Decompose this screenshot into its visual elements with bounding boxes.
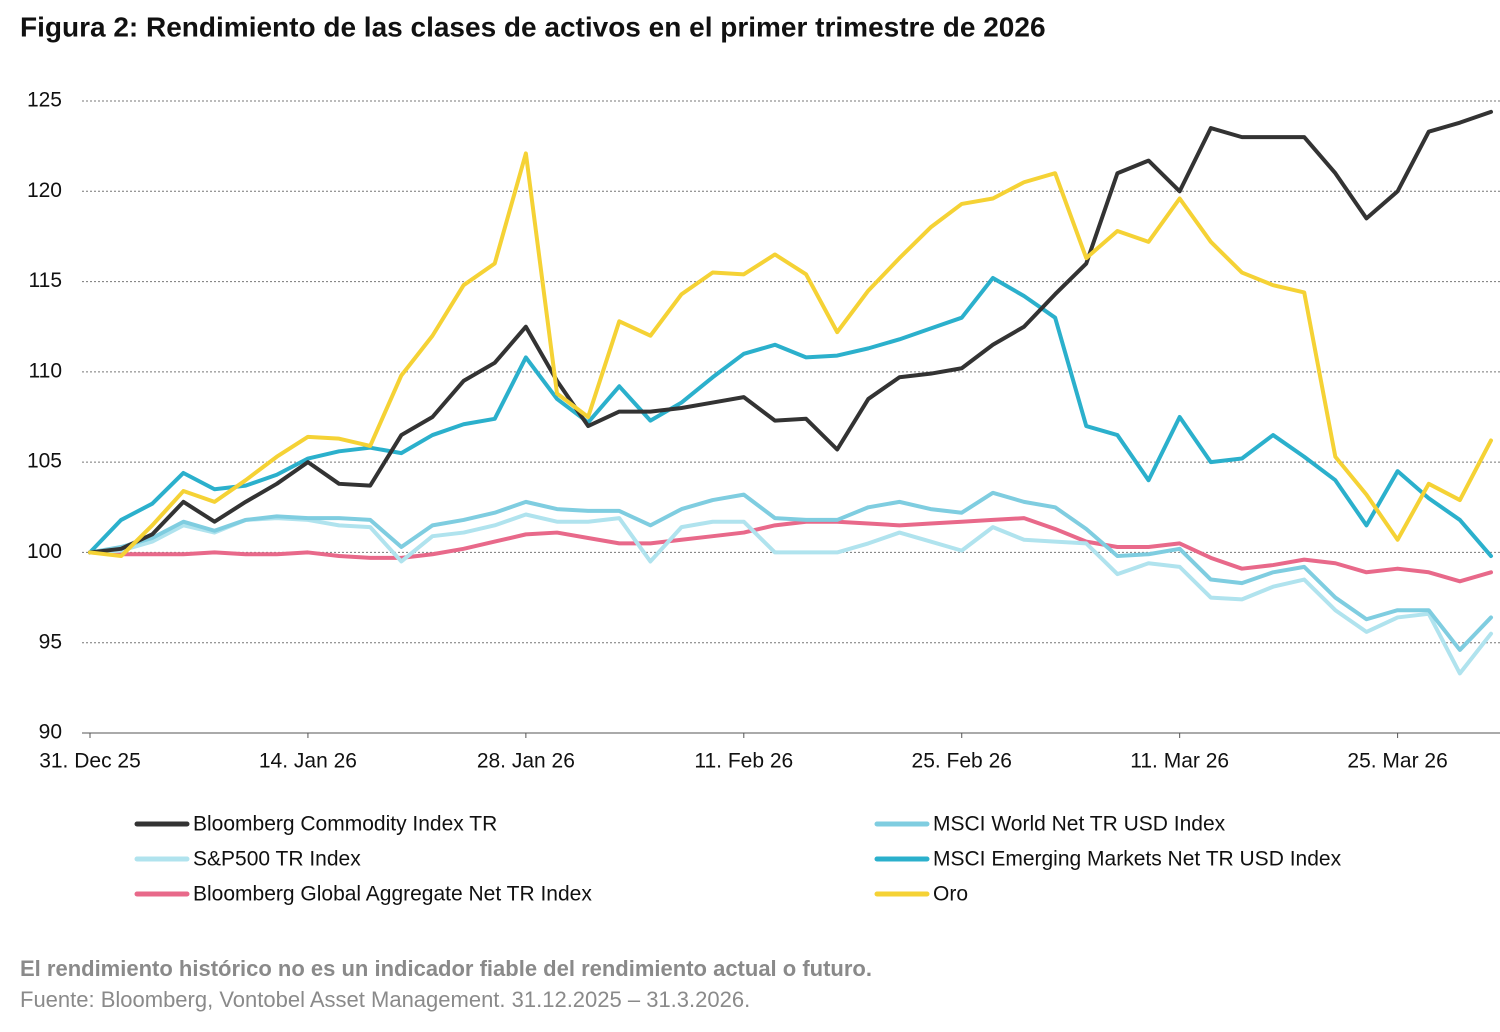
x-tick-label: 31. Dec 25 [39, 750, 141, 773]
y-tick-label: 90 [39, 721, 62, 744]
legend-label: S&P500 TR Index [193, 848, 361, 871]
legend-label: Bloomberg Global Aggregate Net TR Index [193, 883, 592, 906]
y-tick-label: 110 [29, 359, 62, 382]
series-line [88, 275, 1493, 559]
y-tick-label: 120 [27, 179, 62, 202]
y-tick-label: 115 [29, 269, 62, 292]
legend-label: Bloomberg Commodity Index TR [193, 813, 497, 836]
series-line [88, 109, 1493, 555]
x-tick-label: 25. Feb 26 [912, 750, 1012, 773]
y-tick-label: 125 [27, 89, 62, 112]
x-tick-label: 11. Mar 26 [1130, 750, 1229, 773]
chart-title: Figura 2: Rendimiento de las clases de a… [20, 11, 1046, 42]
series-line [88, 512, 1493, 676]
x-tick-label: 14. Jan 26 [259, 750, 357, 773]
y-tick-label: 100 [27, 540, 62, 563]
legend-label: MSCI World Net TR USD Index [933, 813, 1226, 836]
series-line [88, 490, 1493, 652]
disclaimer: El rendimiento histórico no es un indica… [20, 956, 872, 981]
series-line [88, 516, 1493, 584]
x-tick-label: 25. Mar 26 [1347, 750, 1447, 773]
source: Fuente: Bloomberg, Vontobel Asset Manage… [20, 987, 750, 1012]
y-tick-label: 105 [27, 450, 62, 473]
x-tick-label: 28. Jan 26 [477, 750, 575, 773]
legend-label: MSCI Emerging Markets Net TR USD Index [933, 848, 1342, 871]
series-line [88, 151, 1493, 559]
x-tick-label: 11. Feb 26 [694, 750, 793, 773]
legend-label: Oro [933, 883, 968, 906]
y-tick-label: 95 [39, 630, 62, 653]
